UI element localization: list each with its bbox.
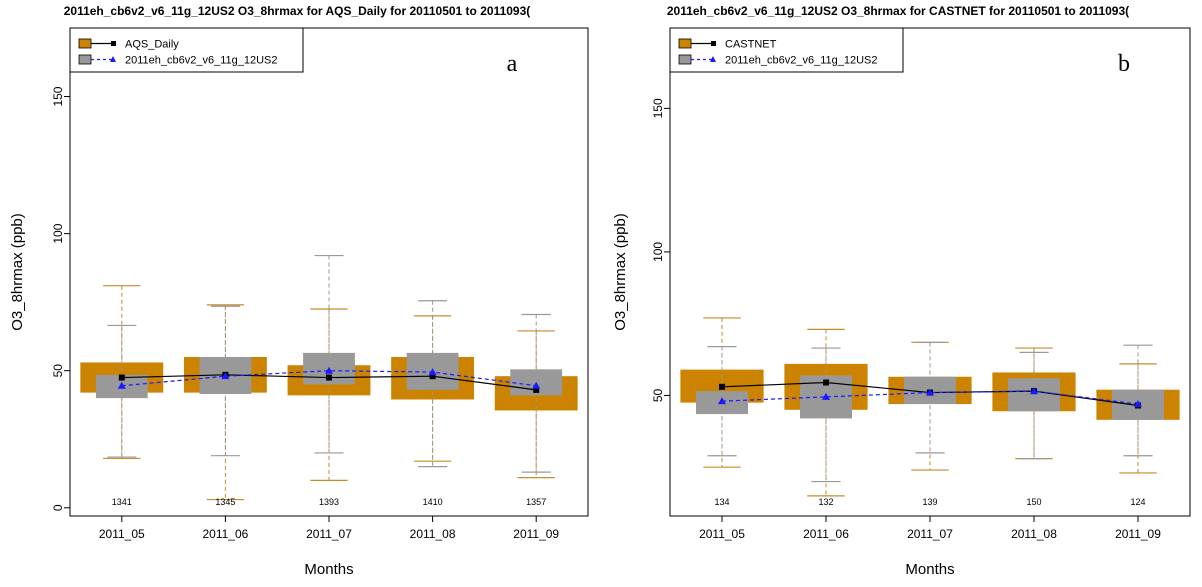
x-axis-label: Months — [905, 561, 954, 578]
sample-count-label: 139 — [922, 497, 937, 507]
sample-count-label: 132 — [818, 497, 833, 507]
model-box — [1008, 378, 1060, 412]
x-tick-label: 2011_05 — [699, 527, 745, 541]
model-median-point — [718, 397, 726, 405]
chart-title: 2011eh_cb6v2_v6_11g_12US2 O3_8hrmax for … — [667, 4, 1129, 18]
legend-model-marker — [710, 56, 716, 62]
legend-obs-label: CASTNET — [725, 39, 777, 51]
sample-count-label: 1410 — [423, 497, 443, 507]
box-group-2011_06: 132 — [784, 328, 868, 507]
model-median-point — [221, 372, 230, 380]
y-tick-label: 100 — [51, 223, 65, 243]
panel-letter: a — [507, 51, 518, 77]
legend-model-swatch — [78, 54, 92, 65]
x-tick-label: 2011_07 — [907, 527, 953, 541]
box-group-2011_09: 124 — [1096, 344, 1180, 507]
legend-frame — [69, 27, 304, 73]
chart-panel-b: 2011eh_cb6v2_v6_11g_12US2 O3_8hrmax for … — [612, 4, 1191, 578]
x-tick-label: 2011_06 — [803, 527, 849, 541]
model-median-point — [1134, 400, 1142, 408]
model-median-line — [121, 370, 537, 387]
sample-count-label: 1357 — [526, 497, 546, 507]
model-median-point — [117, 381, 126, 389]
legend-model-label: 2011eh_cb6v2_v6_11g_12US2 — [725, 55, 878, 67]
x-axis-label: Months — [304, 561, 353, 578]
panel-letter: b — [1118, 51, 1130, 77]
x-tick-label: 2011_07 — [306, 527, 352, 541]
x-tick-label: 2011_05 — [99, 527, 145, 541]
y-tick-label: 100 — [651, 242, 665, 262]
legend: CASTNET 2011eh_cb6v2_v6_11g_12US2 — [669, 27, 904, 73]
x-tick-label: 2011_09 — [1115, 527, 1161, 541]
y-tick-label: 0 — [51, 504, 65, 511]
obs-median-point — [118, 374, 125, 381]
sample-count-label: 1341 — [112, 497, 132, 507]
model-median-point — [822, 392, 830, 400]
obs-median-point — [429, 373, 436, 380]
obs-median-point — [719, 383, 725, 390]
sample-count-label: 150 — [1026, 497, 1041, 507]
chart-title: 2011eh_cb6v2_v6_11g_12US2 O3_8hrmax for … — [64, 4, 531, 18]
y-tick-label: 50 — [51, 364, 65, 378]
chart-panel-a: 2011eh_cb6v2_v6_11g_12US2 O3_8hrmax for … — [9, 4, 589, 578]
legend-frame — [669, 27, 904, 73]
model-median-point — [325, 366, 333, 374]
model-median-point — [926, 388, 934, 396]
sample-count-label: 134 — [714, 497, 729, 507]
y-tick-label: 50 — [651, 388, 665, 402]
y-tick-label: 150 — [51, 86, 65, 106]
sample-count-label: 124 — [1130, 497, 1145, 507]
model-median-point — [532, 381, 541, 389]
sample-count-label: 1393 — [319, 497, 339, 507]
obs-median-point — [533, 386, 540, 393]
obs-median-point — [823, 379, 829, 386]
y-axis-label: O3_8hrmax (ppb) — [612, 213, 629, 331]
legend: AQS_Daily 2011eh_cb6v2_v6_11g_12US2 — [69, 27, 304, 73]
legend-model-swatch — [678, 54, 692, 65]
x-tick-label: 2011_06 — [202, 527, 248, 541]
legend-model-label: 2011eh_cb6v2_v6_11g_12US2 — [125, 55, 278, 67]
legend-obs-marker — [711, 41, 716, 46]
box-group-2011_08: 150 — [992, 347, 1076, 507]
x-tick-label: 2011_08 — [410, 527, 456, 541]
legend-obs-swatch — [78, 38, 92, 49]
legend-obs-marker — [111, 41, 116, 46]
x-tick-label: 2011_09 — [513, 527, 559, 541]
model-median-point — [428, 368, 437, 376]
x-tick-label: 2011_08 — [1011, 527, 1057, 541]
obs-median-point — [326, 374, 332, 381]
y-axis-label: O3_8hrmax (ppb) — [9, 213, 26, 331]
y-tick-label: 150 — [651, 98, 665, 118]
legend-obs-label: AQS_Daily — [125, 39, 179, 51]
legend-obs-swatch — [678, 38, 692, 49]
model-median-point — [1030, 387, 1038, 395]
sample-count-label: 1345 — [215, 497, 235, 507]
legend-model-marker — [110, 56, 116, 62]
